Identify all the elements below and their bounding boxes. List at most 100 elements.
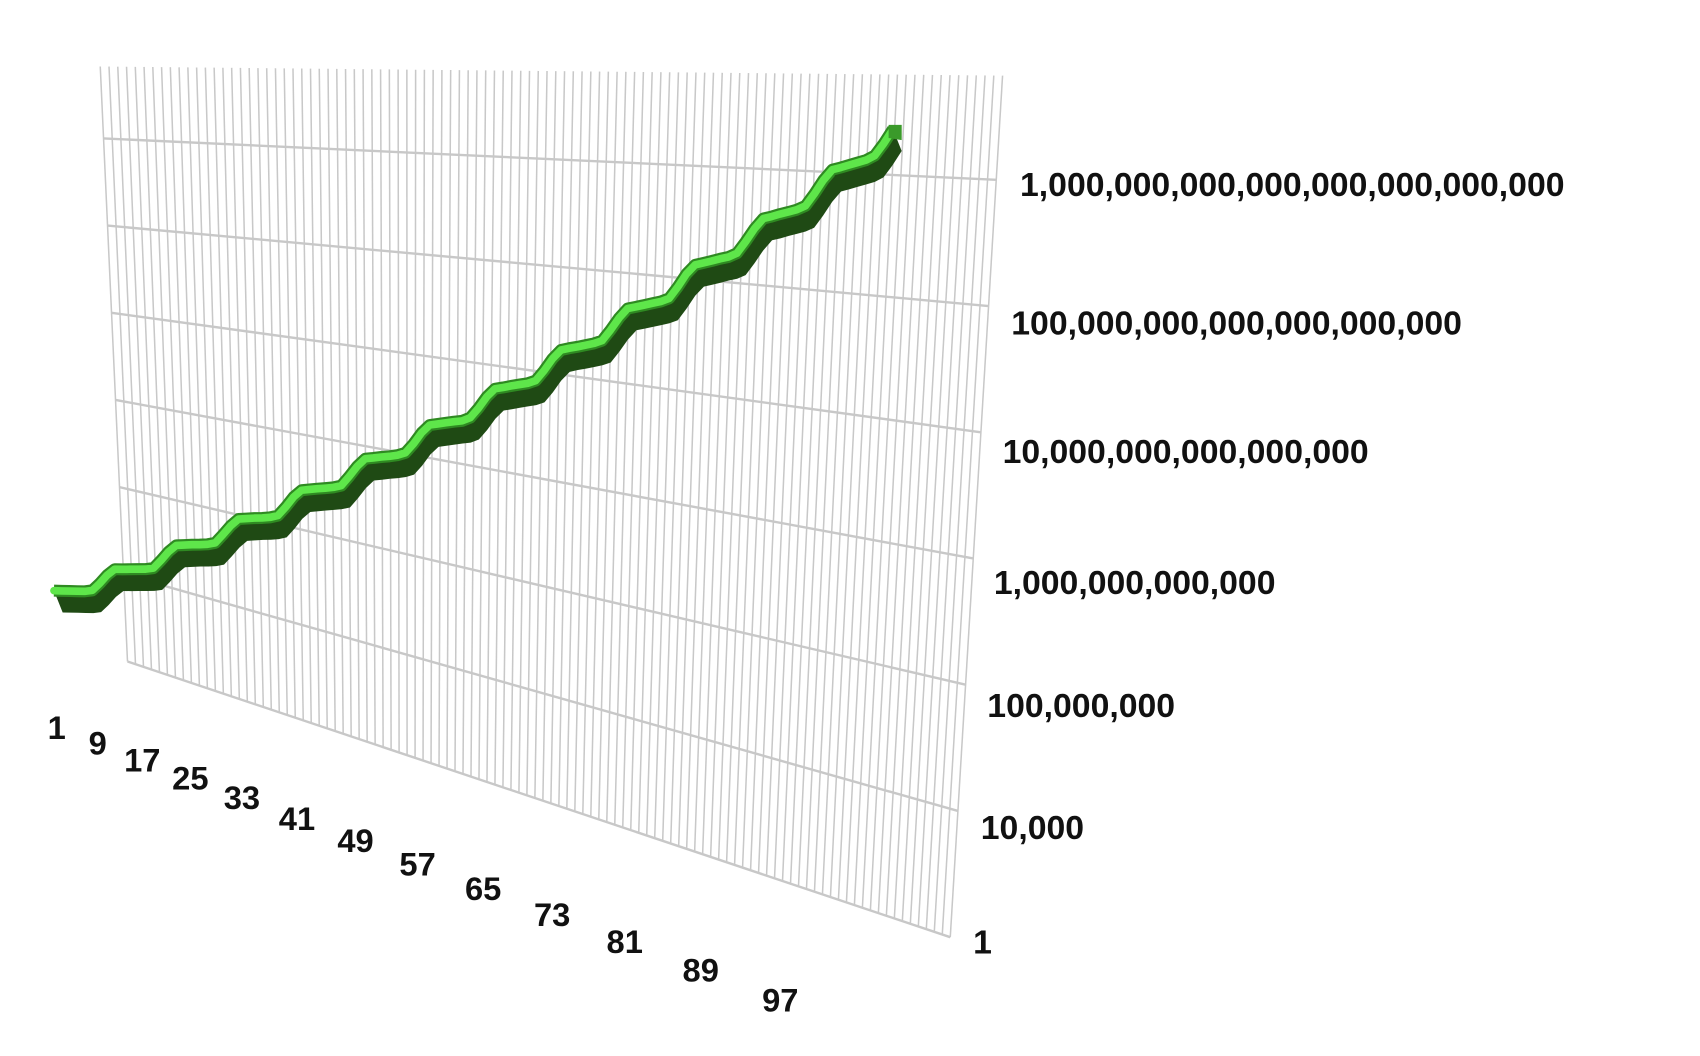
vertical-gridline [797, 73, 837, 887]
vertical-gridline [614, 71, 636, 825]
vertical-gridline [283, 68, 297, 718]
back-wall-grid [99, 66, 1004, 939]
vertical-gridline [693, 72, 723, 852]
x-tick-label: 41 [279, 800, 315, 837]
horizontal-gridline [127, 660, 951, 939]
vertical-gridline [606, 71, 627, 823]
vertical-gridline [669, 72, 697, 844]
vertical-gridline [160, 67, 185, 681]
vertical-gridline [590, 71, 610, 817]
vertical-gridline [318, 68, 328, 729]
vertical-gridline [362, 69, 368, 742]
vertical-gridline [178, 67, 201, 686]
vertical-gridline [336, 68, 344, 734]
y-tick-label: 100,000,000 [987, 687, 1175, 725]
vertical-gridline [877, 74, 925, 914]
vertical-gridline [701, 72, 732, 855]
vertical-gridline [709, 72, 741, 857]
x-tick-label: 73 [534, 896, 570, 933]
vertical-gridline [925, 75, 978, 930]
vertical-gridline [582, 71, 601, 815]
vertical-gridline [685, 72, 715, 849]
vertical-gridline [949, 75, 1004, 938]
vertical-gridline [677, 72, 706, 847]
y-tick-label: 100,000,000,000,000,000,000 [1011, 305, 1462, 343]
x-tick-label: 89 [683, 952, 719, 989]
vertical-gridline [344, 68, 352, 737]
vertical-gridline [414, 69, 417, 758]
vertical-gridline [645, 72, 671, 836]
vertical-gridline [300, 68, 312, 724]
y-tick-label: 1 [973, 924, 992, 962]
vertical-gridline [502, 70, 513, 788]
series-line [50, 125, 897, 596]
vertical-gridline [518, 70, 531, 793]
vertical-gridline [558, 71, 575, 807]
y-tick-label: 10,000,000,000,000,000 [1003, 433, 1369, 471]
vertical-gridline [265, 68, 281, 713]
vertical-gridline [430, 69, 434, 764]
vertical-gridline [204, 67, 225, 694]
vertical-gridline [566, 71, 583, 809]
x-tick-label: 33 [224, 779, 260, 816]
vertical-gridline [397, 69, 400, 753]
vertical-gridline [813, 74, 855, 892]
vertical-gridline [99, 66, 129, 662]
horizontal-gridline [107, 224, 989, 308]
vertical-gridline [187, 67, 209, 689]
vertical-gridline [353, 69, 360, 740]
vertical-gridline [526, 70, 540, 796]
vertical-gridline [885, 74, 934, 916]
vertical-gridline [598, 71, 618, 820]
x-tick-label: 9 [89, 724, 107, 761]
vertical-gridline [230, 67, 249, 702]
vertical-gridline [239, 67, 257, 705]
vertical-gridline [901, 75, 951, 922]
y-tick-label: 1,000,000,000,000 [994, 564, 1276, 602]
vertical-gridline [941, 75, 995, 935]
y-axis-tick-labels: 1 10,000 100,000,000 1,000,000,000,000 10,00… [973, 166, 1564, 961]
vertical-gridline [422, 69, 426, 761]
vertical-gridline [821, 74, 864, 895]
vertical-gridline [853, 74, 899, 906]
y-tick-label: 10,000 [981, 809, 1084, 847]
vertical-gridline [829, 74, 872, 898]
x-tick-label: 1 [48, 709, 66, 746]
vertical-gridline [213, 67, 233, 697]
vertical-gridline [661, 72, 688, 841]
x-tick-label: 81 [607, 923, 643, 960]
vertical-gridline [169, 67, 193, 683]
vertical-gridline [909, 75, 960, 924]
horizontal-gridline [115, 398, 974, 560]
horizontal-gridline [123, 573, 959, 813]
vertical-gridline [379, 69, 384, 748]
y-tick-label: 1,000,000,000,000,000,000,000,000 [1020, 166, 1565, 204]
vertical-gridline [869, 74, 916, 911]
x-tick-label: 25 [172, 760, 208, 797]
vertical-gridline [805, 74, 846, 890]
vertical-gridline [629, 72, 653, 831]
x-tick-label: 65 [465, 870, 501, 907]
x-tick-label: 57 [399, 845, 435, 882]
vertical-gridline [257, 68, 273, 710]
vertical-gridline [845, 74, 890, 903]
series-end-cap [888, 124, 902, 141]
x-tick-label: 17 [124, 741, 160, 778]
vertical-gridline [717, 73, 750, 860]
vertical-gridline [933, 75, 986, 932]
vertical-gridline [542, 71, 557, 801]
vertical-gridline [292, 68, 304, 721]
x-tick-label: 49 [337, 822, 373, 859]
vertical-gridline [749, 73, 785, 871]
vertical-gridline [534, 71, 548, 799]
vertical-gridline [741, 73, 776, 868]
vertical-gridline [222, 67, 241, 699]
vertical-gridline [327, 68, 336, 732]
vertical-gridline [757, 73, 794, 873]
vertical-gridline [837, 74, 881, 900]
vertical-gridline [621, 71, 645, 828]
x-axis-tick-labels: 1 9 17 25 33 41 49 57 65 73 81 89 97 [48, 709, 799, 1018]
vertical-gridline [733, 73, 767, 865]
vertical-gridline [494, 70, 504, 785]
